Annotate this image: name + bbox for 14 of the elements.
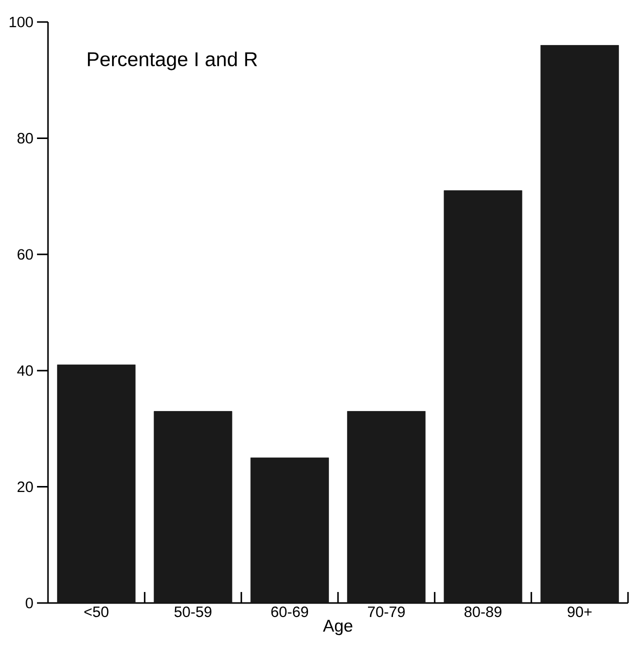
y-tick-label: 0 [26, 598, 33, 608]
y-tick-label: 40 [17, 365, 33, 376]
x-tick-label: 60-69 [271, 606, 308, 618]
x-tick-label: 80-89 [464, 606, 502, 618]
x-tick-label: 70-79 [368, 606, 405, 618]
y-tick-label: 100 [10, 16, 33, 28]
x-tick-label: 90+ [568, 606, 592, 618]
y-tick-label: 80 [18, 132, 33, 144]
x-tick-label: 50-59 [174, 606, 212, 618]
y-tick-label: 60 [18, 249, 33, 260]
text: Percentage I and R [88, 52, 258, 70]
y-tick-label: 20 [18, 482, 33, 492]
x-axis-title: Age [322, 620, 352, 636]
x-tick-label: <50 [84, 606, 108, 618]
